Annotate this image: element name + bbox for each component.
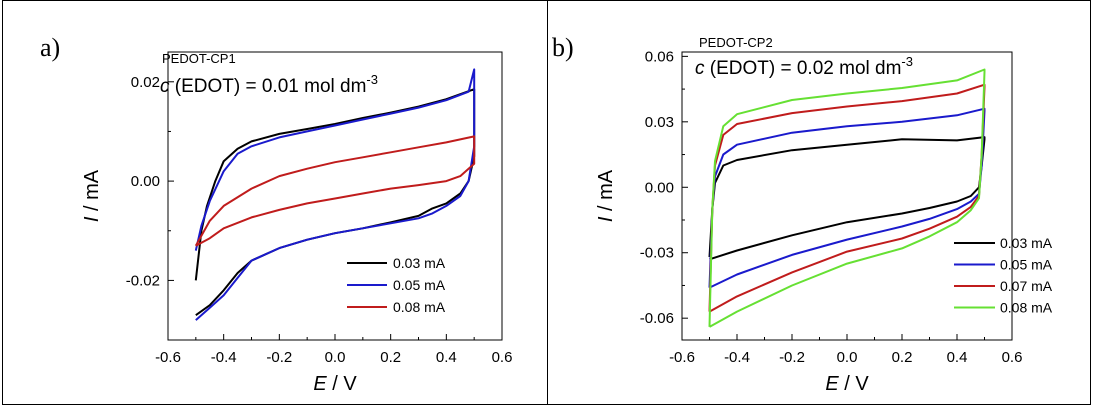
x-axis-title: E / V [825,373,869,395]
legend-label: 0.05 mA [1000,257,1053,273]
concentration-annotation: c (EDOT) = 0.02 mol dm-3 [695,54,913,79]
panel-a-chart: a) -0.6 -0.4 -0.2 0.0 0.2 0.4 0.6 -0.02 0.00 0.02 E… [40,33,513,395]
x-tick-label: -0.4 [724,349,750,366]
y-tick-label: 0.00 [645,179,674,196]
x-tick-label: 0.4 [436,349,457,366]
y-tick-label: 0.02 [131,74,160,91]
series-line-0-08-mA [194,135,476,247]
x-tick-label: -0.2 [779,349,805,366]
x-axis-title: E / V [313,373,357,395]
y-tick-label: 0.03 [645,114,674,131]
x-tick-label: -0.6 [155,349,181,366]
x-tick-label: -0.2 [266,349,292,366]
panel-label: a) [40,33,60,62]
x-tick-label: -0.4 [211,349,237,366]
y-axis-title: I / mA [595,169,617,222]
series-line-0-03-mA [708,136,986,261]
concentration-annotation: c (EDOT) = 0.01 mol dm-3 [160,72,378,97]
legend-label: 0.03 mA [393,255,446,271]
y-tick-label: -0.06 [640,310,674,327]
series-line-0-07-mA [708,83,986,313]
y-tick-label: 0.00 [131,173,160,190]
panel-b-chart: b) -0.6 -0.4 -0.2 0.0 0.2 0.4 0.6 -0.06 -0.03 0.00… [552,33,1053,395]
sample-annotation: PEDOT-CP2 [699,35,773,50]
x-tick-label: -0.6 [669,349,695,366]
y-tick-label: -0.03 [640,245,674,262]
legend: 0.03 mA 0.05 mA 0.07 mA 0.08 mA [954,235,1053,316]
plot-area-frame [681,51,1013,341]
x-tick-label: 0.2 [892,349,913,366]
legend: 0.03 mA 0.05 mA 0.08 mA [347,255,446,315]
x-tick-label: 0.4 [947,349,968,366]
sample-annotation: PEDOT-CP1 [162,51,236,66]
legend-label: 0.07 mA [1000,278,1053,294]
y-tick-label: -0.02 [126,272,160,289]
legend-label: 0.05 mA [393,277,446,293]
x-tick-label: 0.0 [325,349,346,366]
series-line-0-08-mA [708,68,986,328]
legend-label: 0.03 mA [1000,235,1053,251]
series-line-0-05-mA [708,107,986,289]
legend-label: 0.08 mA [1000,300,1053,316]
y-tick-label: 0.06 [645,48,674,65]
x-tick-label: 0.6 [1002,349,1023,366]
x-tick-label: 0.6 [492,349,513,366]
y-axis-title: I / mA [81,169,103,222]
panel-label: b) [552,33,574,62]
legend-label: 0.08 mA [393,299,446,315]
x-tick-label: 0.2 [380,349,401,366]
x-tick-label: 0.0 [837,349,858,366]
